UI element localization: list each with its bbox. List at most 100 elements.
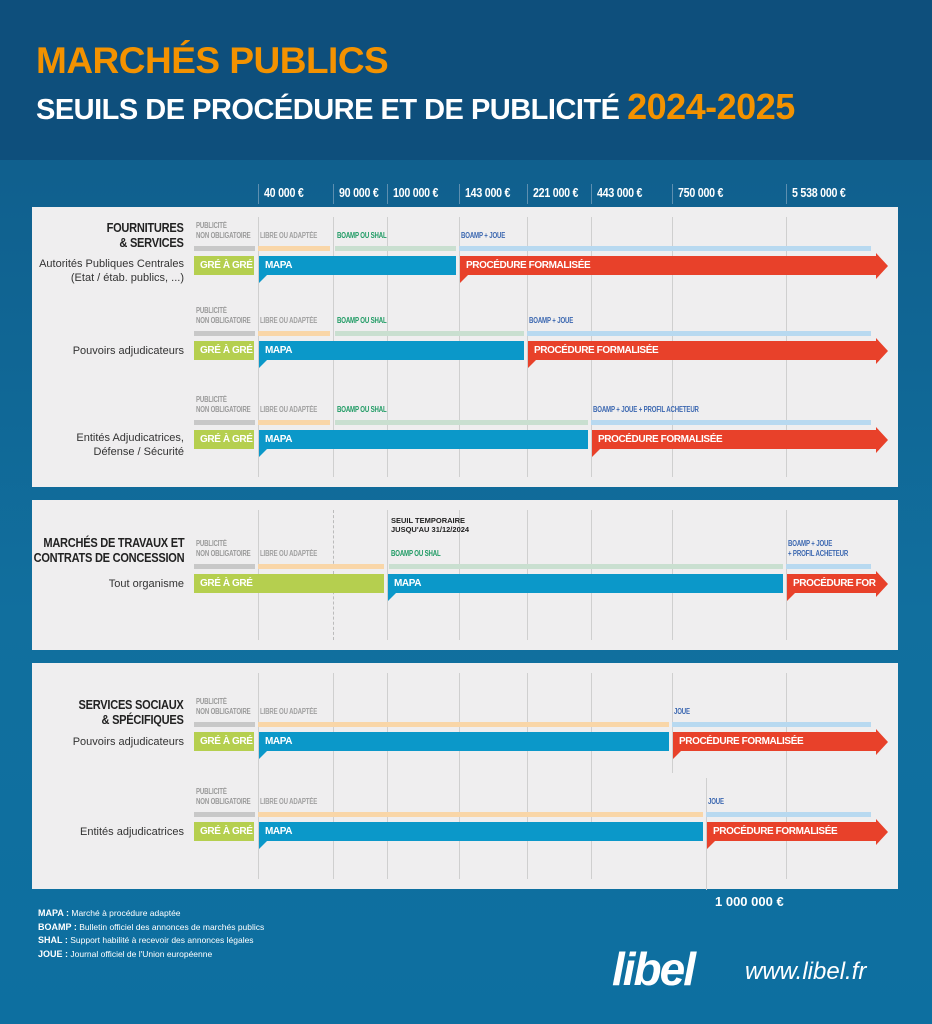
- publicity-label-line: NON OBLIGATOIRE: [196, 707, 251, 716]
- publicity-bar-none: [194, 331, 255, 336]
- threshold-label: 5 538 000 €: [792, 185, 846, 200]
- threshold-tick: [387, 184, 388, 204]
- publicity-label: PUBLICITÉ NON OBLIGATOIRE: [196, 306, 251, 326]
- legend-item: SHAL : Support habilité à recevoir des a…: [38, 934, 264, 948]
- publicity-bar-boamp_joue: [459, 246, 871, 251]
- row-label-line: Pouvoirs adjudicateurs: [72, 736, 184, 748]
- publicity-bar-boamp_joue: [706, 812, 871, 817]
- row-label: Entités Adjudicatrices, Défense / Sécurit…: [76, 431, 184, 459]
- publicity-label-line: + PROFIL ACHETEUR: [788, 549, 849, 558]
- legend-item: BOAMP : Bulletin officiel des annonces d…: [38, 921, 264, 935]
- bar-notch: [528, 360, 536, 368]
- publicity-label-line: LIBRE OU ADAPTÉE: [260, 231, 318, 240]
- panel-title-line: & SERVICES: [119, 235, 184, 250]
- publicity-label: BOAMP OU SHAL: [391, 549, 441, 559]
- publicity-label: LIBRE OU ADAPTÉE: [260, 231, 317, 241]
- publicity-label-line: PUBLICITÉ: [196, 787, 227, 796]
- publicity-label: BOAMP OU SHAL: [337, 316, 387, 326]
- publicity-label-line: NON OBLIGATOIRE: [196, 797, 251, 806]
- procedure-bar-formalisee: PROCÉDURE FORM.: [787, 574, 886, 593]
- procedure-bar-gre: GRÉ À GRÉ: [194, 574, 384, 593]
- row-label-line: Entités adjudicatrices: [80, 826, 184, 838]
- publicity-bar-boamp_joue: [591, 420, 871, 425]
- threshold-tick: [527, 184, 528, 204]
- grid-line: [527, 217, 528, 477]
- note-line: SEUIL TEMPORAIRE: [391, 516, 466, 525]
- procedure-bar-gre: GRÉ À GRÉ: [194, 430, 254, 449]
- publicity-label-line: JOUE: [674, 707, 690, 716]
- publicity-bar-boamp_shal: [335, 420, 588, 425]
- arrow-head: [876, 252, 888, 279]
- bar-notch: [787, 593, 795, 601]
- row-label-line: Entités Adjudicatrices,: [76, 432, 184, 444]
- threshold-label: 40 000 €: [264, 185, 304, 200]
- publicity-label: LIBRE OU ADAPTÉE: [260, 707, 317, 717]
- publicity-bar-none: [194, 722, 255, 727]
- publicity-bar-libre: [258, 812, 703, 817]
- bar-notch: [259, 841, 267, 849]
- publicity-bar-boamp_joue: [527, 331, 871, 336]
- subtitle-text: SEUILS DE PROCÉDURE ET DE PUBLICITÉ: [36, 94, 620, 126]
- publicity-label-line: JOUE: [708, 797, 724, 806]
- grid-line: [459, 673, 460, 879]
- grid-line: [786, 673, 787, 879]
- threshold-label: 143 000 €: [465, 185, 511, 200]
- years: 2024-2025: [627, 86, 795, 127]
- procedure-bar-formalisee: PROCÉDURE FORMALISÉE: [673, 732, 876, 751]
- legend-abbr: MAPA :: [38, 908, 69, 918]
- bar-notch: [673, 751, 681, 759]
- publicity-label-line: NON OBLIGATOIRE: [196, 405, 251, 414]
- publicity-label: BOAMP + JOUE + PROFIL ACHETEUR: [788, 539, 848, 559]
- publicity-label: BOAMP + JOUE + PROFIL ACHETEUR: [593, 405, 699, 415]
- publicity-label: PUBLICITÉ NON OBLIGATOIRE: [196, 395, 251, 415]
- publicity-label: BOAMP + JOUE: [461, 231, 505, 241]
- grid-line: [387, 510, 388, 640]
- publicity-label: PUBLICITÉ NON OBLIGATOIRE: [196, 697, 251, 717]
- header-band: MARCHÉS PUBLICS SEUILS DE PROCÉDURE ET D…: [0, 0, 932, 160]
- publicity-label-line: LIBRE OU ADAPTÉE: [260, 405, 318, 414]
- publicity-label-line: BOAMP OU SHAL: [337, 405, 387, 414]
- threshold-label: 90 000 €: [339, 185, 379, 200]
- publicity-bar-libre: [258, 722, 669, 727]
- panel-title-line: SERVICES SOCIAUX: [78, 697, 184, 712]
- panel-title: SERVICES SOCIAUX & SPÉCIFIQUES: [79, 697, 184, 727]
- publicity-label-line: PUBLICITÉ: [196, 395, 227, 404]
- publicity-label-line: PUBLICITÉ: [196, 221, 227, 230]
- bar-notch: [259, 751, 267, 759]
- bar-notch: [259, 449, 267, 457]
- publicity-label-line: NON OBLIGATOIRE: [196, 549, 251, 558]
- legend-abbr: JOUE :: [38, 948, 69, 959]
- procedure-bar-mapa: MAPA: [259, 256, 456, 275]
- publicity-label-line: BOAMP OU SHAL: [337, 231, 387, 240]
- publicity-bar-boamp_shal: [389, 564, 783, 569]
- row-label-line: Tout organisme: [108, 578, 184, 590]
- arrow-head: [876, 426, 888, 453]
- publicity-label-line: BOAMP OU SHAL: [337, 316, 387, 325]
- publicity-label: BOAMP OU SHAL: [337, 231, 387, 241]
- row-label: Pouvoirs adjudicateurs: [73, 735, 184, 749]
- threshold-tick: [333, 184, 334, 204]
- procedure-bar-mapa: MAPA: [259, 430, 588, 449]
- bar-notch: [707, 841, 715, 849]
- publicity-label-line: LIBRE OU ADAPTÉE: [260, 549, 318, 558]
- procedure-bar-formalisee: PROCÉDURE FORMALISÉE: [592, 430, 876, 449]
- grid-line: [706, 778, 707, 890]
- publicity-label-line: BOAMP + JOUE: [788, 539, 833, 548]
- legend-abbr: SHAL :: [38, 935, 68, 945]
- publicity-label-line: BOAMP + JOUE: [461, 231, 506, 240]
- grid-line: [333, 673, 334, 879]
- publicity-label: PUBLICITÉ NON OBLIGATOIRE: [196, 221, 251, 241]
- arrow-head: [876, 337, 888, 364]
- page-title: MARCHÉS PUBLICS: [36, 40, 389, 81]
- panel-title-line: & SPÉCIFIQUES: [101, 712, 184, 727]
- publicity-label-line: BOAMP OU SHAL: [391, 549, 441, 558]
- bar-notch: [259, 275, 267, 283]
- procedure-bar-gre: GRÉ À GRÉ: [194, 256, 254, 275]
- page-subtitle: SEUILS DE PROCÉDURE ET DE PUBLICITÉ 2024…: [36, 86, 795, 128]
- libel-logo: libel: [612, 943, 696, 995]
- note-line: JUSQU'AU 31/12/2024: [391, 525, 470, 534]
- procedure-bar-mapa: MAPA: [259, 341, 524, 360]
- publicity-bar-libre: [258, 564, 384, 569]
- row-label-line: Défense / Sécurité: [93, 446, 185, 458]
- grid-line: [527, 673, 528, 879]
